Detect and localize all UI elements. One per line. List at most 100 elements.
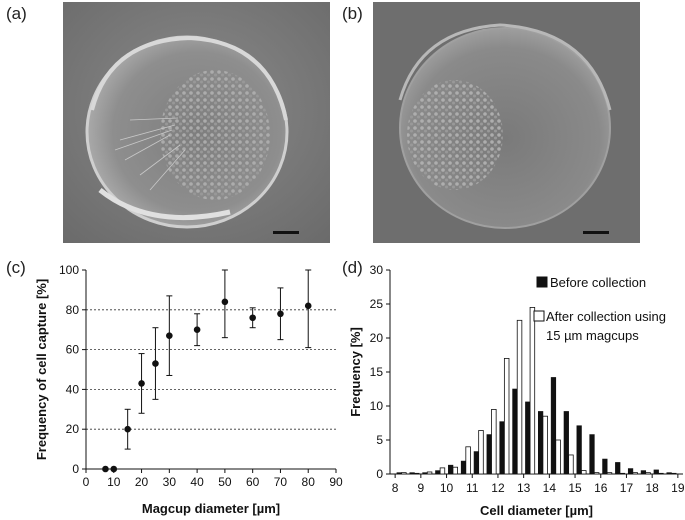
x-axis-title: Cell diameter [µm] — [480, 503, 593, 518]
bar-before — [576, 425, 582, 475]
data-point — [166, 332, 173, 339]
x-tick-label: 0 — [83, 475, 90, 489]
x-tick-label: 9 — [417, 481, 424, 495]
bar-after — [555, 439, 561, 475]
bar-after — [568, 454, 574, 475]
bar-before — [589, 434, 595, 475]
bar-after — [606, 472, 613, 475]
y-tick-label: 5 — [376, 433, 383, 447]
x-tick-label: 16 — [594, 481, 608, 495]
x-tick-label: 80 — [302, 475, 316, 489]
bar-before — [563, 411, 569, 475]
bar-before — [448, 464, 454, 475]
x-tick-label: 70 — [274, 475, 288, 489]
x-tick-label: 50 — [218, 475, 232, 489]
x-tick-label: 10 — [107, 475, 121, 489]
data-point — [249, 314, 256, 322]
bar-before — [512, 388, 518, 475]
y-tick-label: 15 — [370, 365, 384, 379]
bar-before — [537, 411, 544, 475]
legend-label-after-line2: 15 µm magcups — [546, 328, 639, 343]
x-tick-label: 19 — [671, 481, 685, 495]
y-axis-title: Frequency of cell capture [%] — [34, 279, 49, 460]
data-point — [138, 380, 145, 387]
bar-before — [409, 472, 415, 475]
panel-label-d: (d) — [342, 258, 363, 277]
bar-before — [653, 469, 659, 475]
y-axis-title: Frequency [%] — [348, 327, 363, 417]
bar-after — [516, 319, 523, 475]
bar-before — [486, 434, 492, 475]
x-tick-label: 10 — [440, 481, 454, 495]
legend-swatch-after — [533, 310, 545, 322]
panel-label-a: (a) — [6, 4, 27, 23]
bar-before — [473, 451, 479, 475]
bar-before — [627, 468, 634, 475]
bar-after — [478, 430, 484, 475]
bar-before — [640, 470, 647, 475]
x-tick-label: 15 — [568, 481, 582, 495]
data-point — [277, 310, 284, 318]
y-tick-label: 20 — [66, 422, 80, 436]
y-tick-label: 20 — [370, 331, 384, 345]
bar-after — [503, 357, 510, 475]
bar-after — [658, 472, 664, 475]
bar-after — [414, 472, 420, 475]
data-point — [221, 298, 229, 306]
legend-swatch-before — [536, 276, 548, 288]
panel-label-c: (c) — [6, 258, 26, 277]
bar-after — [632, 472, 638, 475]
x-tick-label: 11 — [466, 481, 479, 495]
bar-after — [426, 471, 433, 475]
panel-label-b: (b) — [342, 4, 363, 23]
bar-before — [435, 470, 441, 475]
data-point — [193, 326, 201, 334]
bar-after — [491, 408, 497, 475]
data-point — [102, 465, 109, 473]
y-tick-label: 0 — [72, 462, 79, 476]
bar-after — [619, 472, 626, 475]
x-tick-label: 60 — [246, 475, 260, 489]
data-point — [110, 465, 118, 473]
x-tick-label: 13 — [517, 481, 531, 495]
x-tick-label: 8 — [392, 481, 399, 495]
bar-after — [581, 470, 587, 475]
bar-after — [401, 472, 407, 475]
bar-before — [499, 421, 505, 475]
legend-label-before: Before collection — [550, 275, 646, 290]
bar-after — [593, 472, 600, 475]
data-point — [124, 425, 131, 433]
bar-before — [525, 401, 531, 475]
y-tick-label: 100 — [59, 263, 79, 277]
x-axis-title: Magcup diameter [µm] — [142, 501, 280, 516]
x-tick-label: 90 — [329, 475, 343, 489]
bar-after — [645, 472, 651, 475]
bar-before — [396, 472, 402, 475]
bar-after — [452, 466, 458, 475]
x-tick-label: 20 — [135, 475, 149, 489]
x-tick-label: 12 — [491, 481, 505, 495]
bar-before — [422, 472, 428, 475]
y-tick-label: 80 — [66, 303, 80, 317]
x-tick-label: 30 — [163, 475, 177, 489]
data-point — [304, 302, 312, 310]
y-tick-label: 30 — [370, 263, 384, 277]
bar-after — [465, 446, 471, 475]
y-tick-label: 10 — [370, 399, 384, 413]
bar-after — [671, 472, 677, 475]
bar-after — [439, 467, 446, 475]
bar-before — [602, 458, 608, 475]
bar-after — [542, 415, 548, 475]
legend-label-after: After collection using — [546, 309, 666, 324]
x-tick-label: 40 — [190, 475, 204, 489]
y-tick-label: 60 — [66, 343, 80, 357]
y-tick-label: 0 — [376, 467, 383, 481]
bar-before — [666, 472, 672, 475]
data-point — [152, 360, 159, 367]
bar-before — [460, 460, 467, 475]
y-tick-label: 40 — [66, 382, 80, 396]
y-tick-label: 25 — [370, 297, 384, 311]
bar-after — [529, 306, 536, 475]
